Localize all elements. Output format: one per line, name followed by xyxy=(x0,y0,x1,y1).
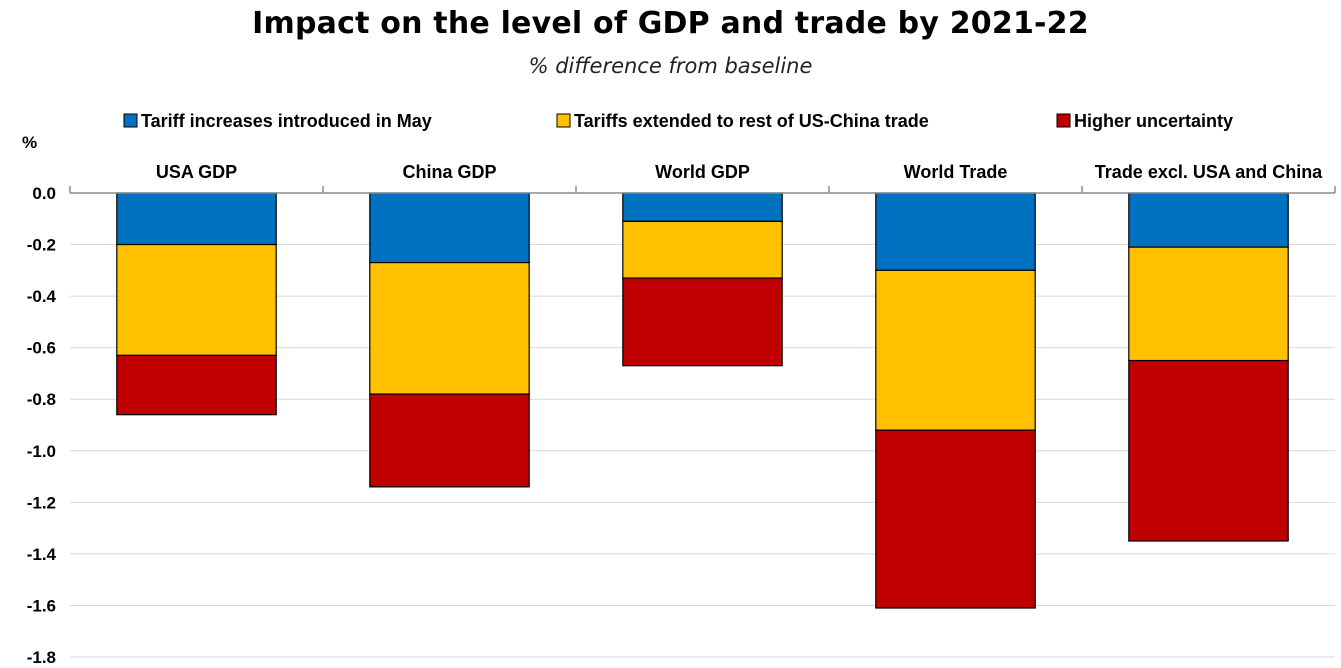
bar-segment xyxy=(116,243,277,357)
category-label: World GDP xyxy=(655,162,750,182)
legend-swatch xyxy=(556,113,571,128)
bar-segment xyxy=(622,192,783,222)
bar-segment xyxy=(116,354,277,416)
y-tick-label: -1.0 xyxy=(27,442,56,461)
bar-segment xyxy=(369,262,530,395)
bar-segment xyxy=(369,192,530,264)
y-tick-label: -1.6 xyxy=(27,596,56,615)
bar-segment xyxy=(1128,246,1289,362)
bar-segment xyxy=(1128,359,1289,542)
bar-layer xyxy=(116,192,1289,609)
y-tick-label: -0.6 xyxy=(27,339,56,358)
legend-swatch xyxy=(123,113,138,128)
category-label: Trade excl. USA and China xyxy=(1095,162,1323,182)
chart-title: Impact on the level of GDP and trade by … xyxy=(252,6,1089,41)
bar-segment xyxy=(369,393,530,488)
y-tick-label: -0.8 xyxy=(27,390,56,409)
category-label: World Trade xyxy=(904,162,1008,182)
y-axis-unit-label: % xyxy=(22,133,37,152)
bar-segment xyxy=(875,429,1036,609)
bar-segment xyxy=(1128,192,1289,248)
bar-segment xyxy=(622,220,783,279)
y-tick-label: -1.8 xyxy=(27,648,56,667)
y-tick-label: -0.4 xyxy=(27,287,57,306)
category-label: China GDP xyxy=(402,162,496,182)
legend-label: Tariff increases introduced in May xyxy=(141,111,432,131)
category-label: USA GDP xyxy=(156,162,237,182)
bar-segment xyxy=(622,277,783,367)
legend-swatch xyxy=(1056,113,1071,128)
bar-segment xyxy=(116,192,277,246)
y-tick-label: 0.0 xyxy=(32,184,56,203)
y-tick-label: -0.2 xyxy=(27,236,56,255)
y-tick-label: -1.4 xyxy=(27,545,57,564)
chart-subtitle: % difference from baseline xyxy=(528,54,813,78)
bar-segment xyxy=(875,192,1036,271)
legend-label: Higher uncertainty xyxy=(1074,111,1233,131)
axis-layer: 0.0 -0.2 -0.4 -0.6 -0.8 -1.0 -1.2 -1.4 -1.6 -1.8 U… xyxy=(27,162,1336,667)
bar-segment xyxy=(875,269,1036,431)
legend: Tariff increases introduced in May Tariff… xyxy=(123,111,1233,131)
legend-label: Tariffs extended to rest of US-China tra… xyxy=(574,111,929,131)
y-tick-label: -1.2 xyxy=(27,493,56,512)
